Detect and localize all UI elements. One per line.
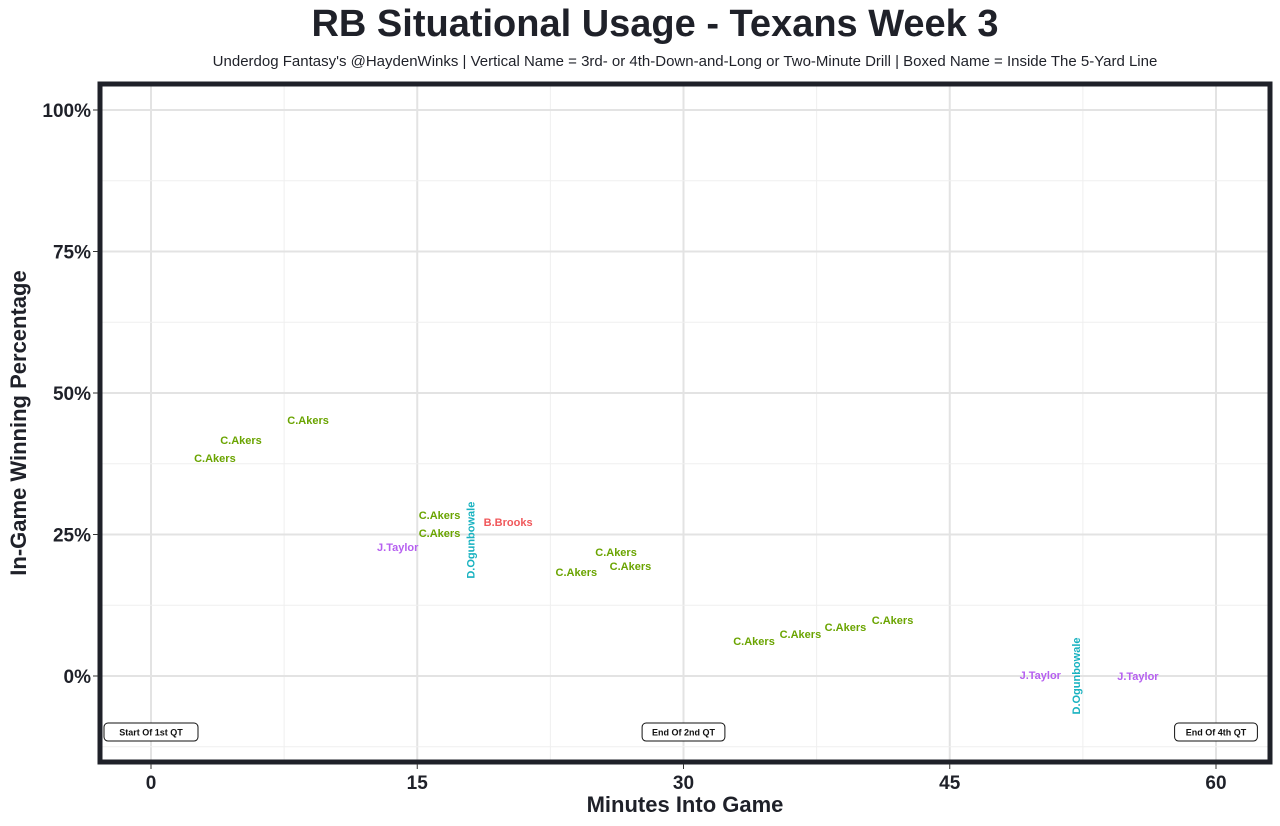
annotations: Start Of 1st QT End Of 2nd QT End Of 4th Q… xyxy=(103,722,1258,742)
annotation-box xyxy=(103,722,199,742)
annotation-label: End Of 2nd QT xyxy=(652,728,715,738)
annotation-label: End Of 4th QT xyxy=(1186,728,1247,738)
point-label: C.Akers xyxy=(733,636,775,648)
annotation-label: Start Of 1st QT xyxy=(119,728,183,738)
point-label: C.Akers xyxy=(220,435,262,447)
point-label: C.Akers xyxy=(872,615,914,627)
x-tick-label: 30 xyxy=(673,773,694,794)
x-tick-label: 0 xyxy=(146,773,157,794)
y-tick-label: 75% xyxy=(53,243,91,264)
x-axis-label: Minutes Into Game xyxy=(587,792,784,817)
y-tick-label: 0% xyxy=(64,667,92,688)
point-label: B.Brooks xyxy=(484,517,533,529)
annotation-box xyxy=(641,722,726,742)
annotation-box xyxy=(1174,722,1258,742)
y-tick-label: 50% xyxy=(53,384,91,405)
x-tick-label: 15 xyxy=(407,773,429,794)
y-tick-label: 25% xyxy=(53,526,91,547)
x-tick-label: 45 xyxy=(939,773,961,794)
point-label: C.Akers xyxy=(825,622,867,634)
point-label: C.Akers xyxy=(780,629,822,641)
point-label: C.Akers xyxy=(419,510,461,522)
point-label: J.Taylor xyxy=(1020,670,1062,682)
chart-title: RB Situational Usage - Texans Week 3 xyxy=(311,3,998,45)
point-label: J.Taylor xyxy=(377,542,419,554)
point-label-vertical: D.Ogunbowale xyxy=(1071,638,1083,715)
axis-ticks: 0 15 30 45 60 0% 25% 50% 75% 100% xyxy=(42,101,1226,794)
point-labels: C.AkersC.AkersC.AkersC.AkersC.AkersB.Bro… xyxy=(194,415,1159,714)
point-label: C.Akers xyxy=(610,561,652,573)
point-label: C.Akers xyxy=(194,453,236,465)
point-label-vertical: D.Ogunbowale xyxy=(466,502,478,579)
point-label: C.Akers xyxy=(595,547,637,559)
point-label: C.Akers xyxy=(556,567,598,579)
chart-subtitle: Underdog Fantasy's @HaydenWinks | Vertic… xyxy=(213,53,1158,70)
point-label: J.Taylor xyxy=(1117,671,1159,683)
y-tick-label: 100% xyxy=(42,101,91,122)
x-tick-label: 60 xyxy=(1205,773,1226,794)
grid xyxy=(100,84,1270,762)
point-label: C.Akers xyxy=(419,528,461,540)
plot-border xyxy=(97,81,1273,765)
y-axis-label: In-Game Winning Percentage xyxy=(6,270,31,575)
point-label: C.Akers xyxy=(287,415,329,427)
